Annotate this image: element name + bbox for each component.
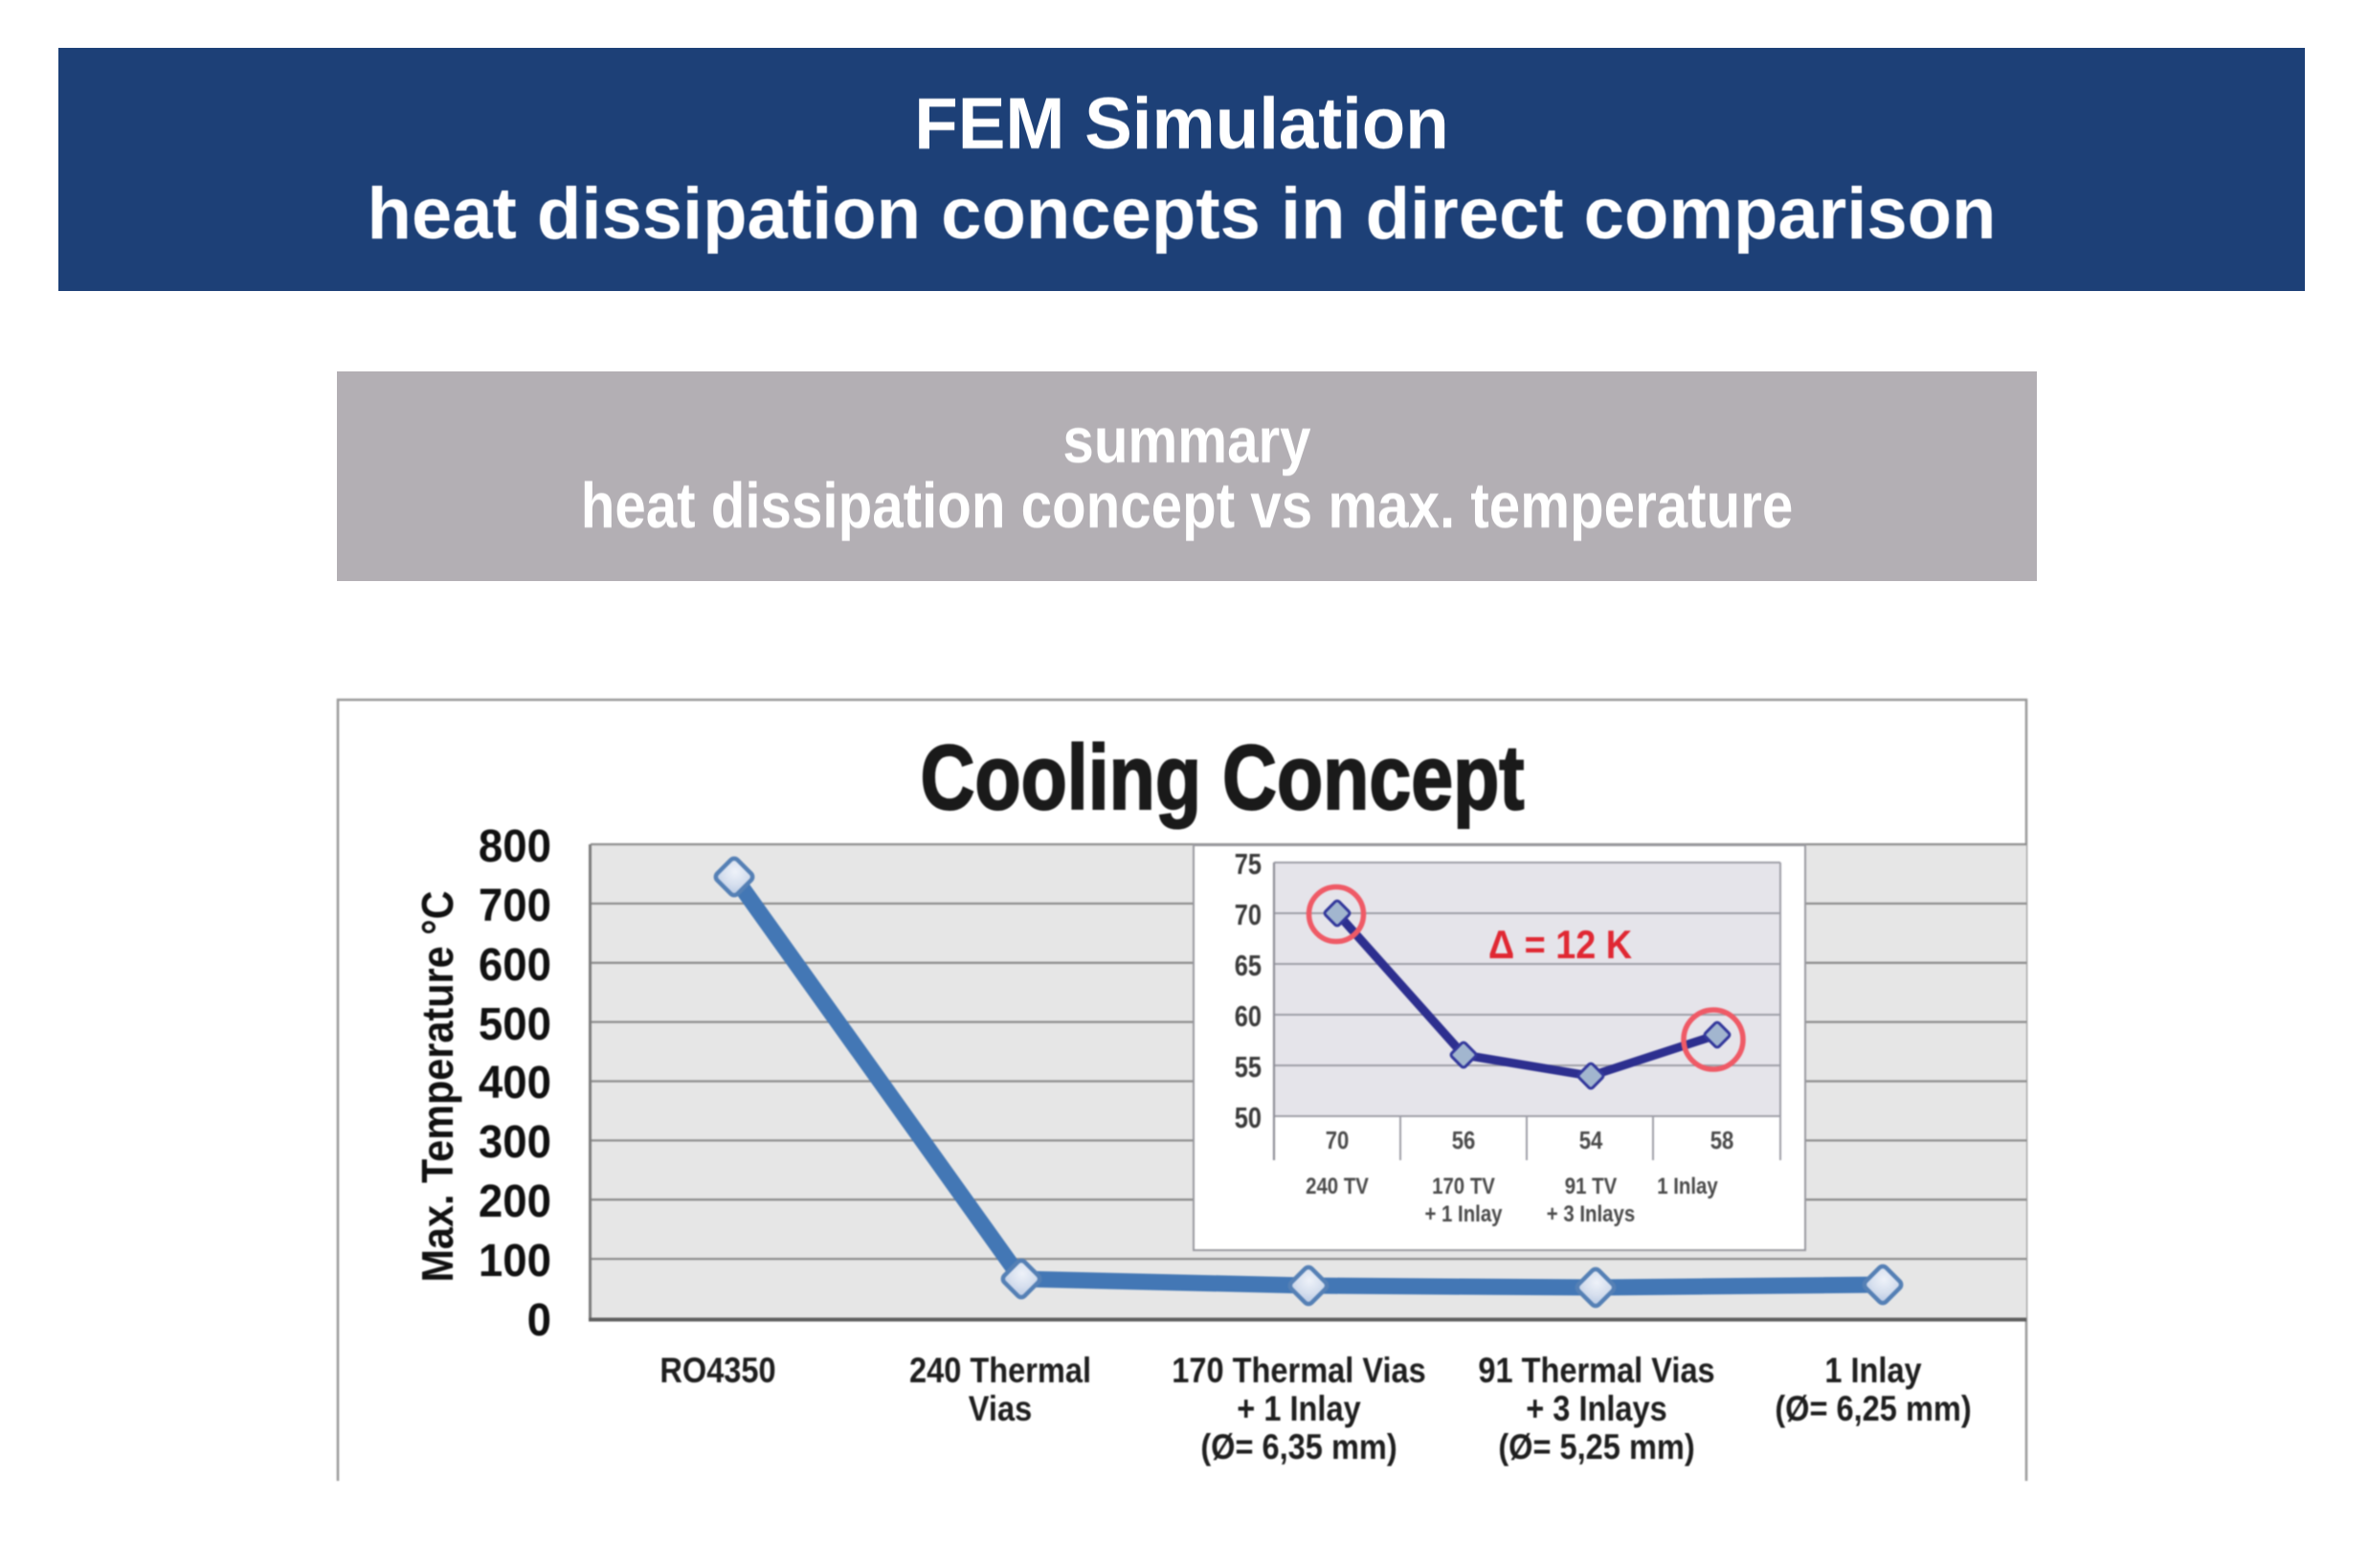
svg-text:Max. Temperature °C: Max. Temperature °C — [413, 890, 463, 1282]
svg-text:50: 50 — [1235, 1102, 1262, 1135]
svg-text:91 TV: 91 TV — [1565, 1173, 1618, 1198]
svg-text:240 Thermal: 240 Thermal — [909, 1351, 1091, 1390]
svg-text:56: 56 — [1452, 1127, 1476, 1154]
svg-text:1 Inlay: 1 Inlay — [1824, 1351, 1922, 1390]
svg-text:65: 65 — [1235, 950, 1262, 983]
svg-text:170 TV: 170 TV — [1432, 1173, 1495, 1198]
svg-text:(Ø= 6,35 mm): (Ø= 6,35 mm) — [1200, 1427, 1397, 1467]
svg-text:1 Inlay: 1 Inlay — [1657, 1173, 1718, 1198]
svg-text:700: 700 — [479, 880, 551, 930]
svg-text:70: 70 — [1235, 899, 1262, 932]
svg-text:60: 60 — [1235, 1000, 1262, 1034]
svg-text:+ 1 Inlay: + 1 Inlay — [1424, 1200, 1503, 1226]
svg-text:70: 70 — [1326, 1127, 1350, 1154]
svg-text:91 Thermal Vias: 91 Thermal Vias — [1478, 1351, 1714, 1390]
svg-text:RO4350: RO4350 — [659, 1351, 775, 1390]
svg-text:+ 3 Inlays: + 3 Inlays — [1526, 1389, 1666, 1428]
svg-text:600: 600 — [479, 939, 551, 990]
svg-text:100: 100 — [479, 1235, 551, 1286]
svg-text:Vias: Vias — [969, 1389, 1032, 1428]
svg-text:400: 400 — [479, 1057, 551, 1108]
svg-text:(Ø= 5,25 mm): (Ø= 5,25 mm) — [1498, 1427, 1694, 1467]
svg-text:170 Thermal Vias: 170 Thermal Vias — [1172, 1351, 1425, 1390]
svg-text:300: 300 — [479, 1116, 551, 1167]
svg-text:58: 58 — [1710, 1127, 1734, 1154]
svg-text:240 TV: 240 TV — [1306, 1173, 1369, 1198]
svg-text:Cooling Concept: Cooling Concept — [920, 726, 1524, 829]
svg-text:54: 54 — [1579, 1127, 1603, 1154]
svg-text:55: 55 — [1235, 1051, 1262, 1085]
svg-text:(Ø= 6,25 mm): (Ø= 6,25 mm) — [1775, 1389, 1971, 1428]
svg-text:200: 200 — [479, 1176, 551, 1226]
svg-text:500: 500 — [479, 998, 551, 1049]
svg-text:+ 1 Inlay: + 1 Inlay — [1237, 1389, 1361, 1428]
svg-text:Δ = 12 K: Δ = 12 K — [1488, 923, 1632, 967]
svg-text:800: 800 — [479, 820, 551, 871]
svg-text:+ 3 Inlays: + 3 Inlays — [1547, 1200, 1635, 1226]
svg-text:75: 75 — [1235, 848, 1262, 882]
svg-text:0: 0 — [527, 1294, 551, 1345]
